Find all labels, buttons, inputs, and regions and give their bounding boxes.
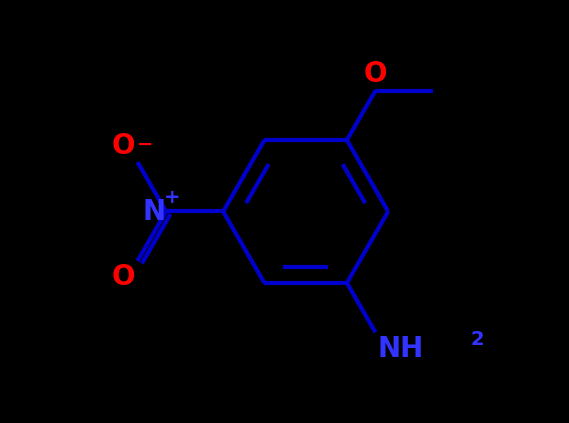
Text: O: O: [364, 60, 387, 88]
Text: +: +: [164, 189, 180, 207]
Text: O: O: [112, 132, 135, 160]
Text: 2: 2: [471, 330, 484, 349]
Text: N: N: [143, 198, 166, 225]
Text: O: O: [112, 263, 135, 291]
Text: NH: NH: [378, 335, 424, 363]
Text: −: −: [137, 135, 153, 154]
